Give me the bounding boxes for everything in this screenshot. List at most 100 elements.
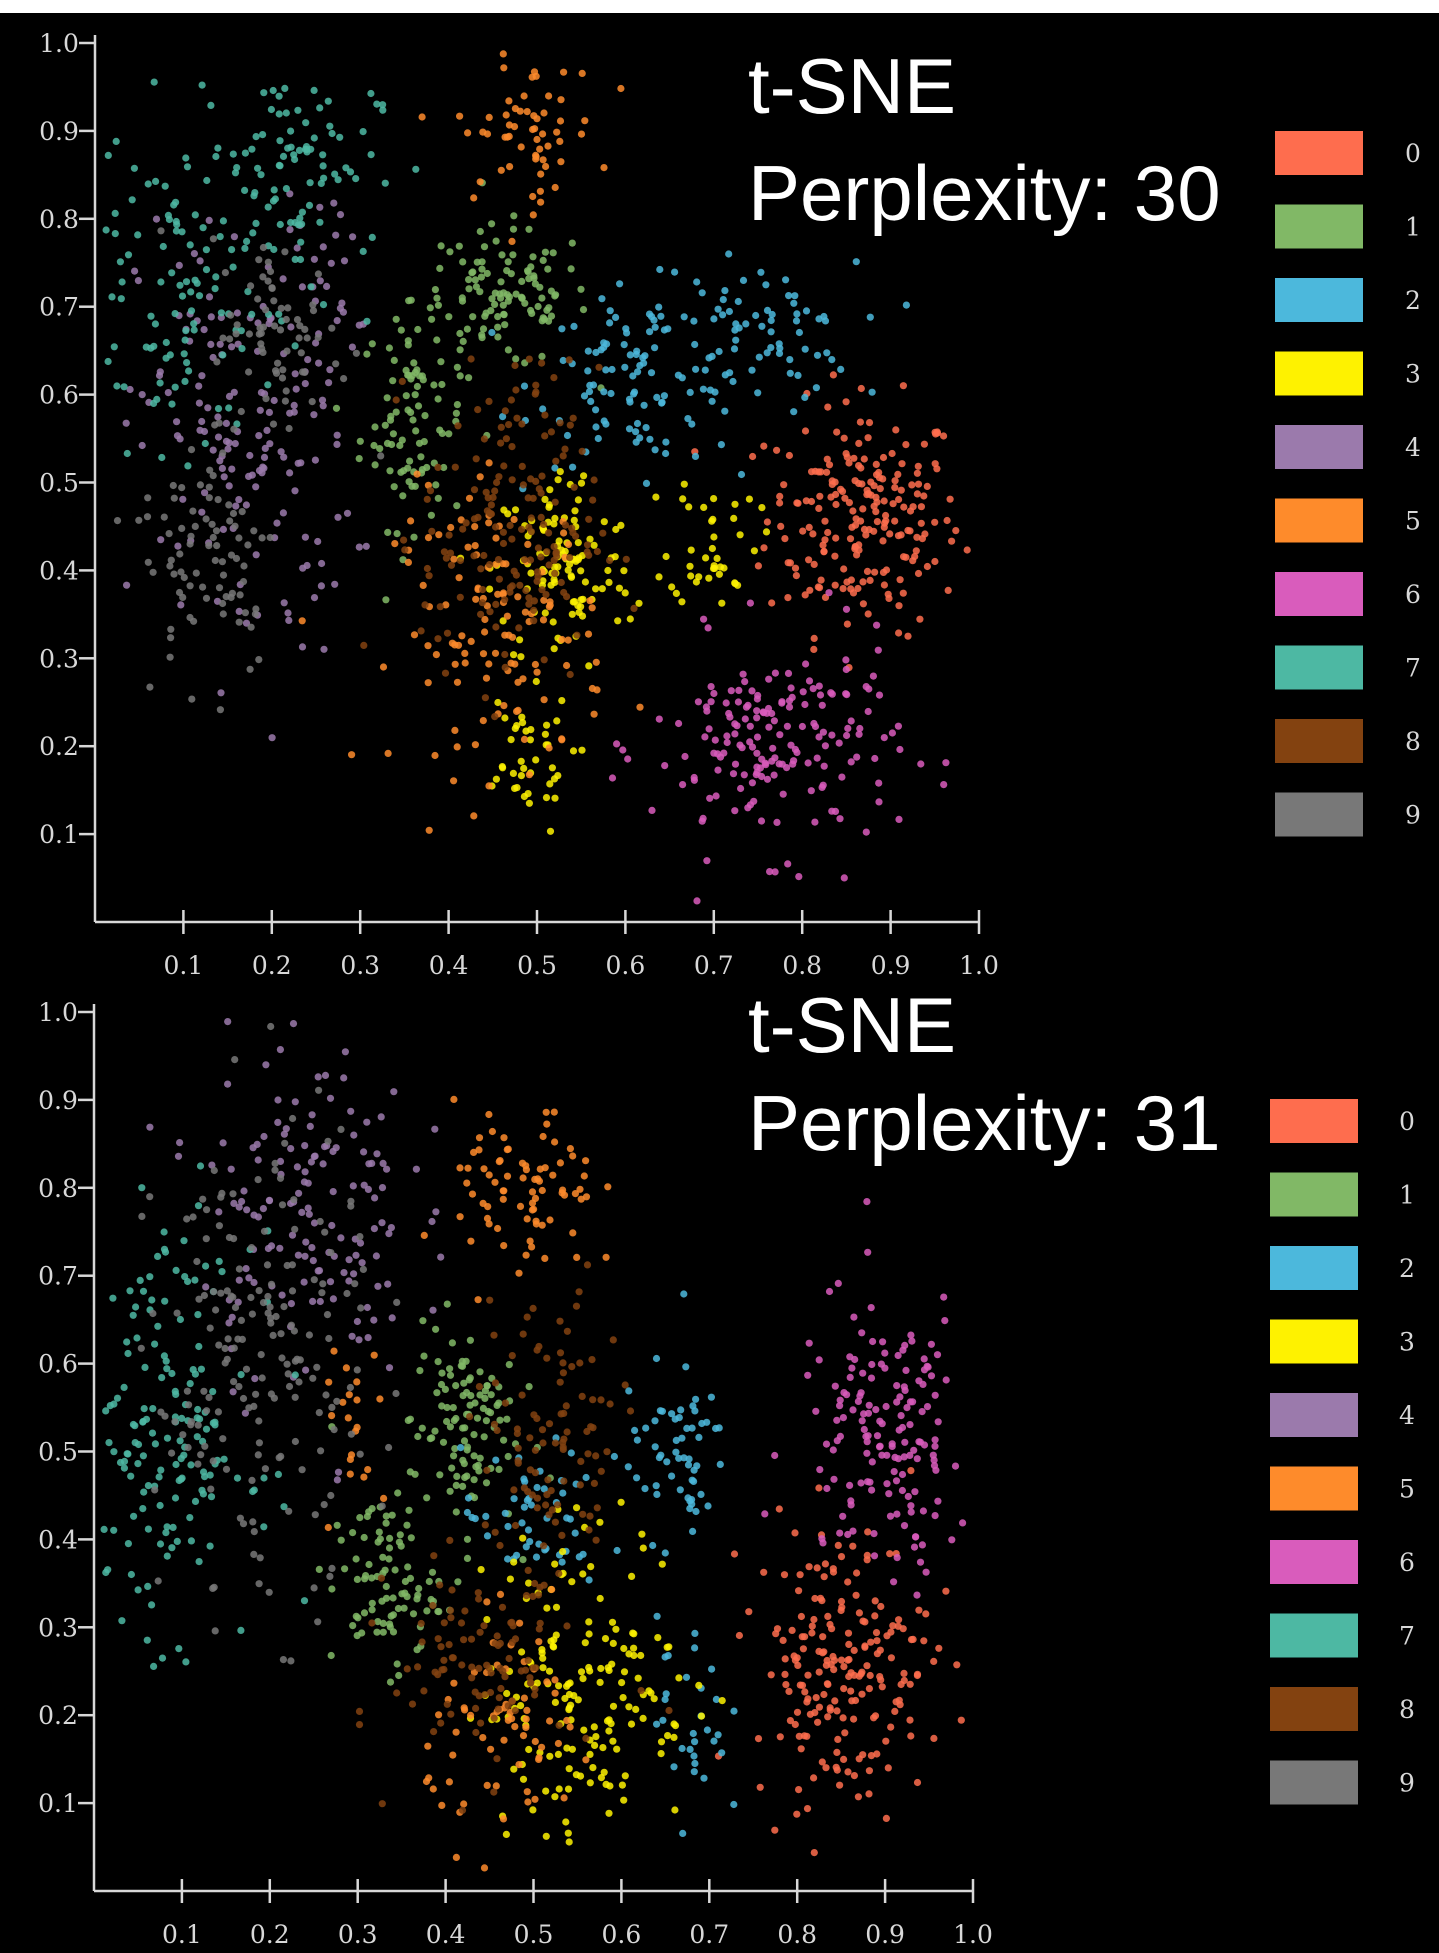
point-class-2 (674, 371, 683, 379)
point-class-6 (865, 1401, 873, 1409)
point-class-5 (330, 1347, 338, 1355)
point-class-0 (806, 1710, 815, 1718)
point-class-2 (689, 1729, 697, 1738)
point-class-2 (691, 1629, 699, 1637)
point-class-9 (264, 277, 272, 285)
point-class-0 (923, 562, 932, 571)
point-class-1 (499, 301, 507, 309)
point-class-2 (558, 325, 566, 333)
point-class-3 (713, 554, 721, 563)
point-class-6 (825, 1287, 834, 1296)
point-class-8 (544, 1476, 552, 1484)
point-class-1 (413, 1595, 421, 1603)
point-class-5 (535, 1177, 544, 1185)
point-class-6 (854, 1397, 863, 1405)
point-class-0 (856, 418, 865, 426)
point-class-2 (625, 425, 634, 433)
point-class-9 (219, 610, 227, 618)
point-class-8 (423, 495, 431, 503)
point-class-1 (491, 289, 499, 297)
point-class-1 (414, 402, 423, 410)
point-class-1 (386, 1678, 395, 1686)
point-class-6 (875, 798, 883, 806)
point-class-2 (571, 1529, 579, 1537)
point-class-7 (104, 151, 112, 159)
point-class-9 (319, 1280, 327, 1288)
point-class-9 (267, 1022, 275, 1031)
point-class-2 (790, 299, 798, 307)
y-tick-label: 0.3 (38, 1613, 78, 1642)
point-class-6 (891, 1453, 899, 1461)
legend-swatch (1270, 1760, 1358, 1805)
point-class-7 (229, 263, 237, 271)
point-class-7 (319, 162, 327, 170)
point-class-2 (630, 388, 639, 396)
point-class-1 (406, 1468, 414, 1476)
point-class-0 (754, 562, 763, 570)
point-class-9 (250, 1550, 258, 1558)
point-class-9 (180, 573, 188, 582)
point-class-2 (672, 1436, 680, 1444)
point-class-4 (242, 1265, 250, 1273)
point-class-6 (694, 698, 703, 706)
point-class-5 (510, 515, 518, 524)
point-class-4 (362, 542, 370, 550)
x-tick-label: 0.9 (865, 1920, 905, 1949)
point-class-0 (776, 499, 784, 507)
point-class-3 (617, 1498, 625, 1506)
point-class-6 (722, 699, 730, 707)
point-class-4 (279, 509, 287, 517)
point-class-8 (501, 1399, 509, 1407)
point-class-9 (272, 1312, 280, 1321)
point-class-4 (321, 1071, 330, 1079)
point-class-1 (453, 401, 461, 409)
point-class-3 (585, 1630, 593, 1638)
legend-item-8: 8 (1275, 719, 1421, 763)
point-class-0 (855, 1609, 864, 1617)
point-class-6 (819, 728, 828, 736)
point-class-0 (854, 1793, 863, 1801)
point-class-5 (573, 1253, 581, 1261)
point-class-3 (517, 653, 525, 661)
point-class-3 (630, 1644, 638, 1652)
point-class-7 (274, 1470, 282, 1478)
point-class-9 (346, 1383, 354, 1392)
point-class-9 (200, 1387, 208, 1395)
point-class-8 (477, 610, 485, 618)
point-class-9 (184, 1443, 192, 1452)
point-class-2 (584, 367, 592, 375)
point-class-9 (264, 258, 272, 266)
point-class-0 (836, 1781, 844, 1789)
point-class-4 (200, 326, 208, 334)
point-class-3 (655, 573, 663, 581)
point-class-5 (452, 1728, 460, 1736)
point-class-6 (753, 733, 762, 741)
point-class-9 (266, 533, 274, 542)
point-class-0 (898, 460, 906, 468)
point-class-1 (577, 285, 585, 293)
point-class-8 (536, 1619, 544, 1627)
point-class-4 (301, 380, 309, 388)
point-class-5 (500, 1134, 508, 1142)
point-class-5 (517, 143, 525, 151)
point-class-7 (186, 1380, 194, 1388)
point-class-7 (149, 1405, 157, 1413)
point-class-1 (396, 441, 404, 450)
point-class-1 (539, 256, 547, 264)
point-class-7 (126, 1287, 134, 1295)
point-class-1 (435, 1608, 443, 1616)
y-tick-label: 0.2 (38, 1701, 78, 1730)
point-class-5 (577, 1195, 585, 1203)
point-class-1 (374, 1618, 382, 1626)
point-class-0 (863, 567, 872, 576)
point-class-1 (469, 268, 477, 276)
point-class-3 (730, 514, 738, 523)
point-class-9 (179, 1431, 187, 1439)
point-class-9 (324, 1137, 332, 1145)
point-class-3 (590, 1723, 598, 1731)
legend-item-4: 4 (1270, 1393, 1415, 1437)
point-class-2 (734, 297, 742, 306)
point-class-1 (390, 483, 398, 491)
point-class-6 (848, 1364, 856, 1372)
point-class-7 (170, 201, 178, 209)
